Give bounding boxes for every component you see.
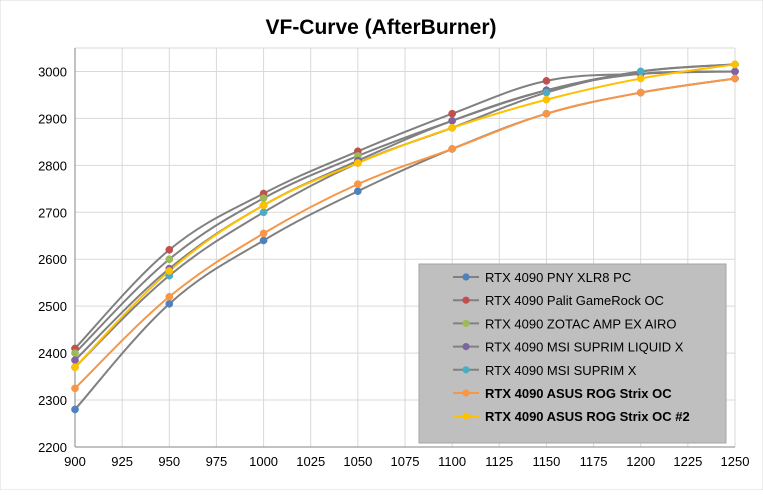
y-tick-label: 2900 [38, 111, 67, 126]
data-point-series-6 [259, 229, 268, 238]
data-point-series-1 [354, 187, 362, 196]
legend: RTX 4090 PNY XLR8 PC RTX 4090 Palit GameR… [418, 263, 727, 444]
data-point-series-6 [354, 180, 362, 188]
legend-label: RTX 4090 ASUS ROG Strix OC [485, 386, 672, 401]
y-tick-label: 2400 [38, 346, 67, 361]
y-tick-label: 2700 [38, 205, 67, 220]
legend-swatch-marker [462, 412, 470, 420]
legend-swatch-marker [462, 296, 470, 304]
data-point-series-7 [259, 201, 268, 210]
legend-label: RTX 4090 MSI SUPRIM LIQUID X [485, 340, 684, 355]
data-point-series-4 [448, 116, 456, 125]
y-tick-label: 2600 [38, 252, 67, 267]
data-point-series-2 [542, 77, 551, 85]
data-point-series-4 [71, 356, 79, 365]
data-point-series-5 [259, 208, 268, 217]
data-point-series-6 [636, 88, 645, 97]
y-tick-label: 2200 [38, 440, 67, 455]
data-point-series-7 [448, 123, 456, 132]
data-point-series-6 [165, 292, 174, 301]
x-tick-label: 1000 [249, 454, 278, 469]
axes: 900 925 950 975 1000 1025 1050 1075 1100 1125 1150… [38, 48, 749, 469]
legend-box [418, 263, 727, 444]
data-point-series-7 [354, 159, 362, 167]
x-tick-label: 1175 [580, 454, 608, 469]
data-point-series-7 [71, 363, 79, 372]
data-point-series-3 [165, 255, 174, 264]
legend-swatch-marker [462, 273, 470, 281]
legend-label: RTX 4090 PNY XLR8 PC [485, 270, 631, 285]
x-tick-label: 1075 [391, 454, 420, 469]
legend-label: RTX 4090 MSI SUPRIM X [485, 363, 637, 378]
data-point-series-1 [71, 405, 79, 414]
data-point-series-7 [731, 60, 739, 69]
data-point-series-6 [731, 74, 739, 83]
data-point-series-4 [731, 67, 739, 76]
data-point-series-6 [71, 384, 79, 393]
legend-label: RTX 4090 Palit GameRock OC [485, 293, 664, 308]
legend-swatch-marker [462, 389, 470, 397]
data-point-series-3 [259, 194, 268, 203]
y-tick-label: 2800 [38, 158, 67, 173]
data-point-series-5 [636, 67, 645, 76]
chart-title: VF-Curve (AfterBurner) [265, 16, 496, 39]
data-point-series-7 [542, 95, 551, 104]
data-point-series-1 [259, 236, 268, 245]
data-point-series-2 [165, 245, 174, 254]
data-point-series-7 [165, 267, 174, 275]
x-tick-label: 925 [111, 454, 133, 469]
data-point-series-3 [71, 349, 79, 357]
x-tick-label: 1025 [296, 454, 325, 469]
data-point-series-7 [636, 74, 645, 83]
x-tick-label: 1050 [343, 454, 372, 469]
x-tick-label: 975 [206, 454, 228, 469]
x-tick-label: 1125 [485, 454, 513, 469]
data-point-series-1 [165, 299, 174, 308]
x-tick-label: 950 [158, 454, 180, 469]
y-tick-label: 2500 [38, 299, 67, 314]
data-point-series-2 [448, 109, 456, 118]
data-point-series-5 [542, 88, 551, 97]
legend-label: RTX 4090 ZOTAC AMP EX AIRO [485, 316, 676, 331]
x-tick-label: 1200 [626, 454, 655, 469]
y-tick-label: 2300 [38, 393, 67, 408]
x-tick-label: 1150 [532, 454, 560, 469]
legend-label: RTX 4090 ASUS ROG Strix OC #2 [485, 409, 690, 424]
series-points [71, 60, 739, 414]
legend-swatch-marker [462, 343, 470, 351]
data-point-series-6 [448, 145, 456, 153]
y-tick-label: 3000 [38, 64, 67, 79]
data-point-series-6 [542, 109, 551, 118]
x-tick-label: 1250 [721, 454, 750, 469]
x-tick-label: 900 [64, 454, 86, 469]
legend-swatch-marker [462, 319, 470, 327]
legend-swatch-marker [462, 366, 470, 374]
x-tick-label: 1225 [673, 454, 702, 469]
x-tick-label: 1100 [438, 454, 466, 469]
